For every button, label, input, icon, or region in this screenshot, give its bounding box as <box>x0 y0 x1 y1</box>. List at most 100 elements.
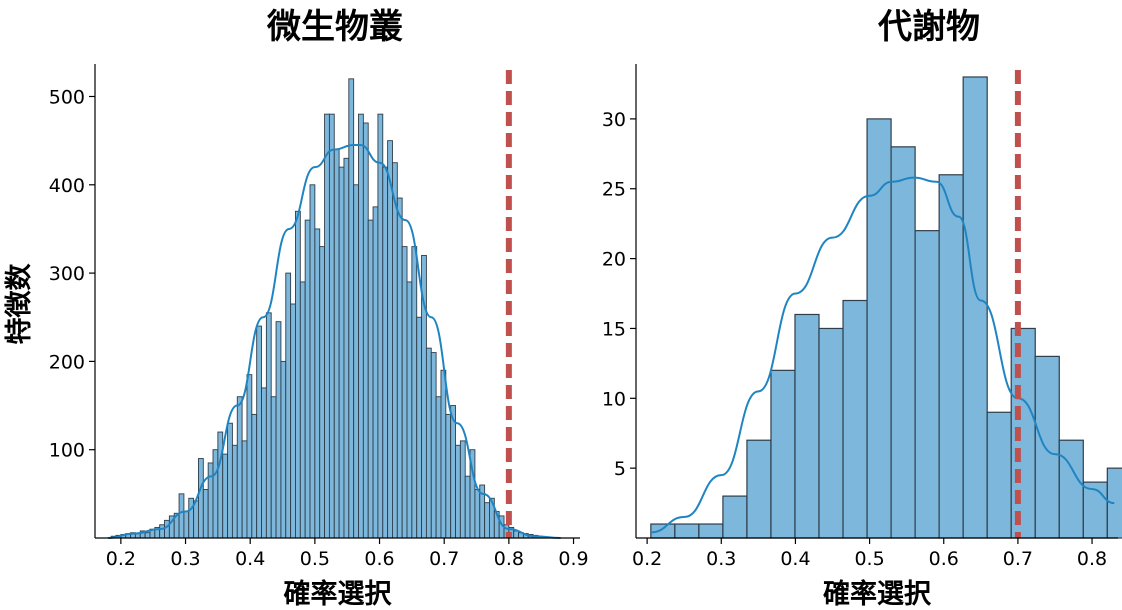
histogram-bar <box>411 246 418 539</box>
y-tick-label: 15 <box>602 318 626 340</box>
histogram-bar <box>1106 467 1122 539</box>
chart-title: 代謝物 <box>877 7 980 47</box>
histogram-bar <box>387 140 393 539</box>
x-tick-label: 0.2 <box>632 548 662 570</box>
histogram-bar <box>406 281 413 539</box>
x-axis-label: 確率選択 <box>284 578 393 610</box>
histogram-bar <box>241 440 248 539</box>
histogram-bar <box>794 313 820 539</box>
histogram-bar <box>236 396 243 539</box>
histogram-bar <box>265 312 272 539</box>
kde-curve <box>650 176 1115 534</box>
histogram-bar <box>650 523 676 539</box>
histogram-bar <box>275 321 282 539</box>
histogram-bar <box>193 500 199 539</box>
histogram-bar <box>914 230 940 539</box>
histogram-bar <box>295 210 301 539</box>
histogram-bar <box>333 149 340 539</box>
x-tick-label: 0.8 <box>1077 548 1107 570</box>
histogram-bar <box>474 488 481 539</box>
x-tick-label: 0.6 <box>929 548 959 570</box>
histogram-bar <box>962 76 988 539</box>
histogram-bar <box>202 488 209 539</box>
histogram-bar <box>183 511 190 539</box>
histogram-bar <box>746 439 772 539</box>
chart-title: 微生物叢 <box>266 7 403 47</box>
histogram-bar <box>328 113 335 539</box>
histogram-bar <box>178 493 185 539</box>
histogram-bar <box>445 413 452 539</box>
histogram-bar <box>401 246 408 539</box>
histogram-bar <box>198 458 204 539</box>
histogram-bar <box>261 387 267 539</box>
y-tick-label: 20 <box>602 249 626 271</box>
y-tick-label: 25 <box>602 179 626 201</box>
histogram-bar <box>144 532 151 539</box>
y-tick-label: 30 <box>602 109 626 131</box>
histogram-bar <box>222 453 229 539</box>
histogram-bar <box>459 440 466 539</box>
histogram-bar <box>890 146 916 539</box>
histogram-bar <box>251 413 258 539</box>
histogram-bar <box>698 523 724 539</box>
histogram-bar <box>430 352 437 539</box>
histogram-bar <box>343 157 350 539</box>
histogram-bar <box>304 219 311 539</box>
y-tick-label: 300 <box>49 263 85 285</box>
histogram-bar <box>392 162 398 539</box>
histogram-bar <box>280 360 287 539</box>
histogram-bar <box>285 272 292 539</box>
panel-microbiome: 微生物叢 0.2 0.3 0.4 0.5 0.6 0.7 0.8 0.9 100 200 300 400… <box>4 7 589 610</box>
y-axis-label: 特徴数 <box>4 263 35 345</box>
histogram-bar <box>770 369 796 539</box>
histogram-bar <box>425 347 432 539</box>
histogram-bar <box>435 396 442 539</box>
histogram-bar <box>231 444 238 539</box>
x-tick-label: 0.8 <box>494 548 524 570</box>
x-tick-label: 0.3 <box>170 548 200 570</box>
kde-curve <box>107 144 561 539</box>
x-tick-label: 0.4 <box>780 548 810 570</box>
histogram-bar <box>188 497 195 539</box>
histogram-bar <box>207 462 214 539</box>
x-tick-label: 0.9 <box>558 548 588 570</box>
y-tick-label: 100 <box>49 440 85 462</box>
histogram-bar <box>818 327 844 539</box>
histogram-bar <box>842 299 868 539</box>
y-tick-label: 400 <box>49 175 85 197</box>
histogram-bar <box>319 246 326 539</box>
y-tick-label: 10 <box>602 388 626 410</box>
histogram-bar <box>1010 327 1036 539</box>
x-axis-label: 確率選択 <box>823 578 932 610</box>
histogram-bar <box>986 411 1012 539</box>
histogram-bar <box>377 113 384 539</box>
histogram-bar <box>324 113 330 539</box>
histogram-bar <box>358 113 364 539</box>
histogram-bar <box>440 369 447 539</box>
x-tick-label: 0.4 <box>235 548 265 570</box>
histogram-bar <box>290 303 296 539</box>
histogram-bar <box>1058 439 1084 539</box>
x-tick-label: 0.5 <box>854 548 884 570</box>
histogram-bar <box>367 219 374 539</box>
histogram-bar <box>1082 481 1108 539</box>
histogram-bar <box>314 228 321 539</box>
histogram-bar <box>416 316 423 539</box>
histogram-bar <box>674 523 700 539</box>
histogram-bar <box>353 184 359 539</box>
y-tick-label: 500 <box>49 86 85 108</box>
x-tick-label: 0.3 <box>706 548 736 570</box>
x-tick-label: 0.2 <box>106 548 136 570</box>
histogram-bar <box>338 166 345 539</box>
histogram-bar <box>362 122 369 539</box>
histogram-bar <box>450 405 456 539</box>
histogram-bar <box>159 524 165 539</box>
histogram-bar <box>455 444 461 539</box>
histogram-bar <box>396 197 403 539</box>
x-tick-label: 0.6 <box>364 548 394 570</box>
histogram-bar <box>938 174 964 539</box>
histogram-bar <box>299 281 306 539</box>
histogram-bar <box>513 530 520 539</box>
histogram-bar <box>227 422 233 539</box>
